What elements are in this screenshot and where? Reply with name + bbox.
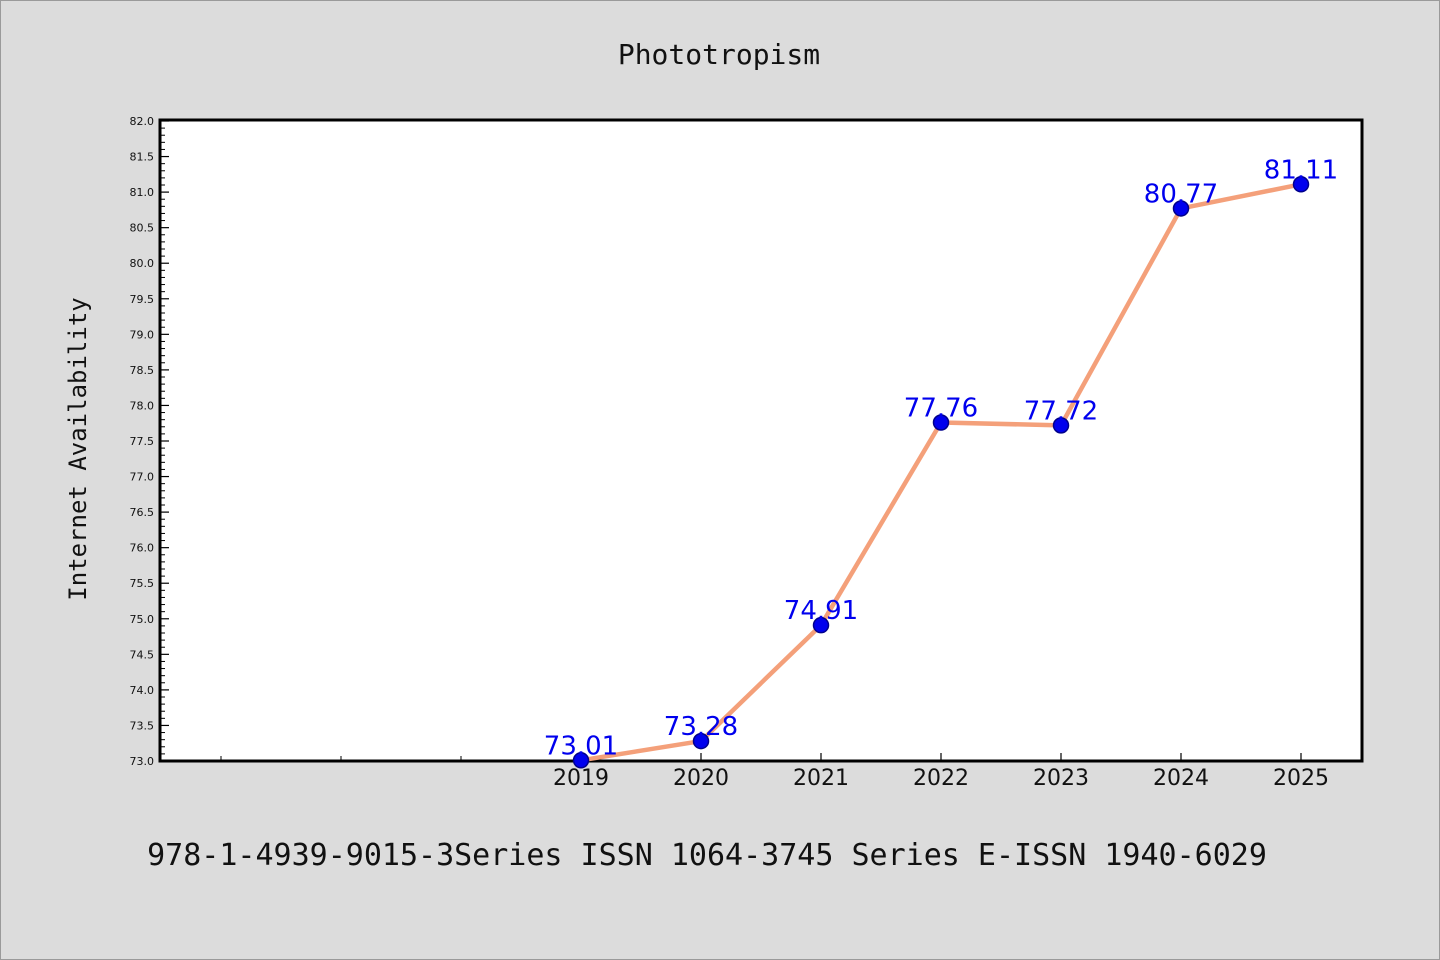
x-tick-label: 2025 bbox=[1273, 766, 1329, 791]
x-tick-label: 2023 bbox=[1033, 766, 1089, 791]
y-tick-label: 73.0 bbox=[130, 755, 155, 768]
data-point bbox=[932, 414, 950, 431]
data-point bbox=[1052, 417, 1070, 434]
y-tick-label: 81.5 bbox=[130, 151, 155, 164]
y-tick-label: 77.0 bbox=[130, 471, 155, 484]
data-point bbox=[572, 752, 590, 769]
chart-title: Phototropism bbox=[618, 38, 820, 71]
y-tick-label: 76.5 bbox=[130, 506, 155, 519]
x-tick-label: 2024 bbox=[1153, 766, 1209, 791]
markers-group bbox=[572, 176, 1310, 769]
y-axis-label: Internet Availability bbox=[64, 297, 92, 600]
x-tick-label: 2019 bbox=[553, 766, 609, 791]
data-label: 77.72 bbox=[1024, 396, 1098, 426]
x-axis: 2019 2020 2021 2022 2023 2024 2025 bbox=[220, 753, 1329, 791]
data-point bbox=[692, 732, 710, 750]
data-point bbox=[1172, 200, 1190, 217]
y-tick-label: 74.0 bbox=[130, 684, 155, 697]
data-label: 77.76 bbox=[904, 394, 978, 424]
y-tick-label: 79.0 bbox=[130, 328, 155, 341]
x-tick-label: 2020 bbox=[673, 766, 729, 791]
plot-area bbox=[158, 118, 1364, 763]
data-point bbox=[1292, 176, 1310, 193]
data-label: 74.91 bbox=[784, 596, 858, 626]
data-label: 73.01 bbox=[544, 731, 618, 761]
y-tick-label: 79.5 bbox=[130, 293, 155, 306]
y-tick-label: 82.0 bbox=[130, 115, 155, 128]
data-point bbox=[812, 616, 830, 634]
data-labels-group: 73.01 73.28 74.91 77.76 77.72 80.77 81.11 bbox=[544, 155, 1338, 761]
y-tick-label: 73.5 bbox=[130, 719, 155, 732]
y-tick-label: 80.0 bbox=[130, 257, 155, 270]
data-label: 80.77 bbox=[1144, 179, 1218, 209]
x-tick-label: 2022 bbox=[913, 766, 969, 791]
y-tick-label: 80.5 bbox=[130, 222, 155, 235]
y-tick-label: 78.5 bbox=[130, 364, 155, 377]
y-tick-label: 76.0 bbox=[130, 542, 155, 555]
data-label: 81.11 bbox=[1264, 155, 1338, 185]
footer-citation: 978-1-4939-9015-3Series ISSN 1064-3745 S… bbox=[147, 838, 1267, 873]
y-tick-label: 78.0 bbox=[130, 399, 155, 412]
y-tick-label: 75.5 bbox=[130, 577, 155, 590]
y-tick-label: 74.5 bbox=[130, 648, 155, 661]
x-tick-label: 2021 bbox=[793, 766, 849, 791]
y-tick-label: 77.5 bbox=[130, 435, 155, 448]
y-tick-label: 81.0 bbox=[130, 186, 155, 199]
data-label: 73.28 bbox=[664, 712, 738, 742]
y-axis: 73.0 73.5 74.0 74.5 75.0 75.5 76.0 76.5 77.0 77.5… bbox=[130, 115, 169, 768]
y-tick-label: 75.0 bbox=[130, 613, 155, 626]
